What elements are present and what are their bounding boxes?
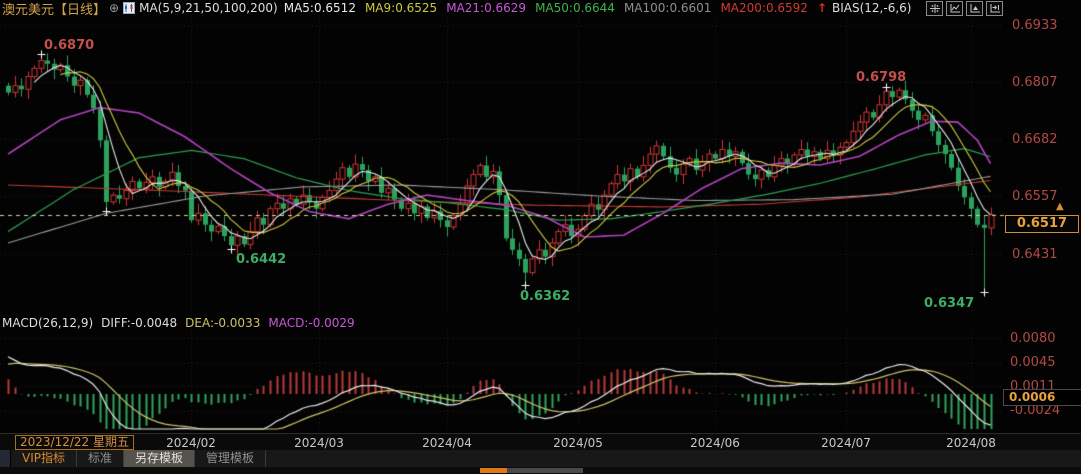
- ma-value-ma100: MA100:0.6601: [623, 1, 712, 15]
- price-extreme-label: 0.6442: [236, 252, 287, 267]
- expand-icon[interactable]: ⊕: [109, 1, 120, 15]
- template-tab-bar: VIP指标 标准 另存模板 管理模板: [0, 450, 1081, 467]
- tab-4[interactable]: 管理模板: [195, 450, 267, 467]
- price-tag-arrow-icon: ▲: [1056, 201, 1064, 212]
- macd-axis-label: 0.0045: [1010, 355, 1056, 370]
- date-axis: 2023/12/22 星期五 2024/02 2024/03 2024/04 2024…: [0, 433, 1081, 451]
- month-label[interactable]: 2024/05: [553, 436, 603, 450]
- price-axis-label: 0.6431: [1012, 247, 1058, 262]
- price-extreme-label: 0.6347: [924, 296, 975, 311]
- macd-chart-canvas[interactable]: [0, 328, 1081, 432]
- tab-2[interactable]: 标准: [77, 450, 125, 467]
- bias-indicator-label: BIAS(12,-6,6): [832, 1, 912, 15]
- price-extreme-label: 0.6362: [520, 289, 571, 304]
- price-axis-label: 0.6557: [1012, 189, 1058, 204]
- price-axis-label: 0.6682: [1012, 132, 1058, 147]
- price-axis-label: 0.6933: [1012, 18, 1058, 33]
- trend-up-arrow-icon[interactable]: ↑: [816, 1, 827, 15]
- ma-legend: MA5:0.6512 MA9:0.6525 MA21:0.6629 MA50:0.66…: [284, 1, 817, 15]
- ma-value-ma50: MA50:0.6644: [535, 1, 615, 15]
- current-price-tag: 0.6517: [1005, 215, 1079, 233]
- period-label[interactable]: 【日线】: [54, 2, 107, 18]
- price-axis-label: 0.6807: [1012, 75, 1058, 90]
- tab-bar-handle[interactable]: [0, 450, 11, 467]
- price-extreme-label: 0.6798: [856, 70, 907, 85]
- month-label[interactable]: 2024/06: [690, 436, 740, 450]
- scrollbar-thumb-orange[interactable]: [480, 468, 507, 473]
- ma-value-ma5: MA5:0.6512: [283, 1, 356, 15]
- month-label[interactable]: 2024/02: [166, 436, 216, 450]
- macd-axis-label: -0.0024: [1010, 403, 1061, 418]
- chart-header: 澳元美元 【日线】 ⊕ MA(5,9,21,50,100,200) MA5:0.…: [0, 0, 1081, 18]
- macd-macd-value: MACD:-0.0029: [268, 316, 355, 330]
- scrollbar-thumb-gray[interactable]: [507, 468, 583, 473]
- first-date-label[interactable]: 2023/12/22 星期五: [15, 435, 134, 450]
- tab-3[interactable]: 另存模板: [124, 450, 196, 467]
- macd-header: MACD(26,12,9) DIFF:-0.0048 DEA:-0.0033 M…: [0, 316, 1081, 330]
- price-extreme-label: 0.6870: [44, 38, 95, 53]
- macd-axis-label: 0.0080: [1010, 331, 1056, 346]
- horizontal-scrollbar[interactable]: [0, 467, 1081, 474]
- kline-icon[interactable]: [123, 2, 136, 14]
- macd-dea-value: DEA:-0.0033: [185, 316, 261, 330]
- macd-params-label: MACD(26,12,9): [2, 316, 94, 330]
- month-label[interactable]: 2024/03: [294, 436, 344, 450]
- month-label[interactable]: 2024/07: [821, 436, 871, 450]
- symbol-name[interactable]: 澳元美元: [2, 2, 55, 18]
- ma-value-ma21: MA21:0.6629: [446, 1, 527, 15]
- month-label[interactable]: 2024/08: [946, 436, 996, 450]
- ma-params-label: MA(5,9,21,50,100,200): [139, 1, 278, 15]
- tab-1[interactable]: VIP指标: [11, 450, 77, 467]
- candlestick-chart-canvas[interactable]: [0, 14, 1081, 316]
- macd-diff-value: DIFF:-0.0048: [101, 316, 178, 330]
- macd-current-tag: 0.0006: [1003, 389, 1081, 406]
- ma-value-ma200: MA200:0.6592: [720, 1, 808, 15]
- ma-value-ma9: MA9:0.6525: [364, 1, 438, 15]
- month-label[interactable]: 2024/04: [422, 436, 472, 450]
